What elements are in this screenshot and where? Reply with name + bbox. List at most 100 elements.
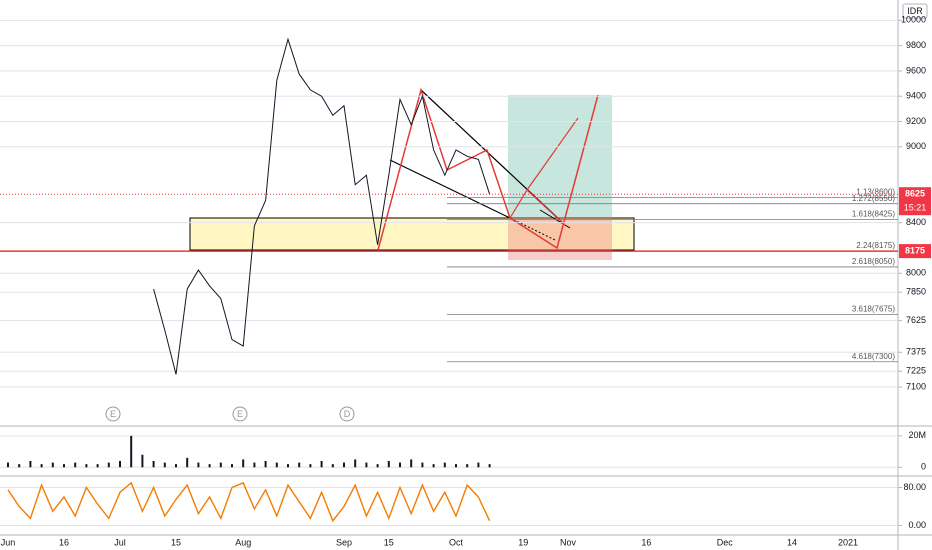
price-tag [899,244,931,259]
volume-bar [287,464,289,468]
profit-box [508,95,612,218]
volume-bar [152,461,155,468]
volume-bar [18,464,21,468]
x-tick-label: Dec [717,537,734,547]
volume-bar [320,461,323,468]
x-tick-label: Nov [560,537,577,547]
x-tick-label: 15 [384,537,394,547]
x-tick-label: Oct [449,537,464,547]
volume-bar [197,462,200,468]
y-tick-label: 8400 [906,217,926,227]
volume-bar [466,464,469,468]
volume-bar [231,464,233,468]
volume-bar [365,462,368,468]
volume-bar [488,464,491,468]
fib-label: 1.13(8600) [856,187,895,196]
pattern-line [377,87,599,251]
fib-label: 1.272(8550) [852,194,895,203]
y-tick-label: 7100 [906,381,926,391]
events: E E D [105,406,355,422]
volume-bar [219,462,222,468]
fib-label: 3.618(7675) [852,304,895,313]
x-tick-label: 14 [787,537,797,547]
volume-bar [477,462,480,468]
x-tick-label: 15 [171,537,181,547]
volume-bar [74,462,77,468]
y-tick-label: 8000 [906,268,926,278]
x-tick-label: 19 [518,537,528,547]
volume-bar [175,464,177,468]
countdown-label: 15:21 [904,203,927,213]
y-tick-label: 0.00 [908,520,926,530]
volume-bar [29,461,32,468]
y-tick-label: 20M [908,430,926,440]
y-tick-label: 9400 [906,91,926,101]
volume-bar [141,454,144,468]
event-marker [105,406,121,422]
volume-bar [455,464,457,468]
volume-bar [242,459,245,468]
series-line [7,481,491,523]
y-tick-label: 9200 [906,116,926,126]
y-tick-label: 7850 [906,287,926,297]
y-tick-label: 10000 [901,15,926,25]
volume-bar [387,461,390,468]
y-tick-label: 80.00 [903,482,926,492]
volume-bar [331,464,334,468]
x-tick-label: 2021 [838,537,858,547]
volume-bar [432,464,435,468]
volume-bar [63,464,65,468]
price-tag [899,187,931,216]
volume-bar [40,464,43,468]
volume-bar [7,462,9,468]
x-tick-label: Sep [336,537,352,547]
x-tick-label: Aug [235,537,251,547]
price-tag-label: 8625 [905,189,925,199]
volume-bar [275,462,278,468]
event-marker [232,406,248,422]
series-line [153,37,491,375]
volume-bar [163,462,166,468]
volume-bar [399,462,401,468]
volume-bar [421,462,424,468]
currency: IDR [907,6,923,16]
volume-bar [208,464,211,468]
event-marker [339,406,355,422]
y-tick-label: 9000 [906,141,926,151]
volume-bar [309,464,312,468]
volume-bar [253,462,256,468]
volume-bar [298,462,301,468]
fib-label: 2.618(8050) [852,257,895,266]
y-tick-label: 9800 [906,40,926,50]
x-tick-label: 16 [59,537,69,547]
event-label: E [237,409,243,419]
volume-bar [376,464,379,468]
y-tick-label: 7625 [906,315,926,325]
event-label: D [344,409,351,419]
volume-bar [107,462,110,468]
y-tick-label: 9600 [906,65,926,75]
volume-bar [51,462,54,468]
volume-bar [130,435,133,468]
currency-box [902,3,928,19]
x-tick-label: 16 [641,537,651,547]
volume-bar [443,462,446,468]
fib-label: 4.618(7300) [852,352,895,361]
price-tag-label: 8175 [905,245,925,255]
volume-bar [354,459,357,468]
volume-bar [410,459,413,468]
volume-bar [119,461,121,468]
volume-bar [96,464,99,468]
event-label: E [110,409,116,419]
y-tick-label: 0 [921,462,926,472]
volume-bar [343,462,345,468]
volume-bar [264,461,267,468]
fib-label: 1.618(8425) [852,210,895,219]
volume-bar [85,464,88,468]
x-tick-label: Jun [1,537,16,547]
y-tick-label: 7225 [906,366,926,376]
trend-line [509,217,556,241]
